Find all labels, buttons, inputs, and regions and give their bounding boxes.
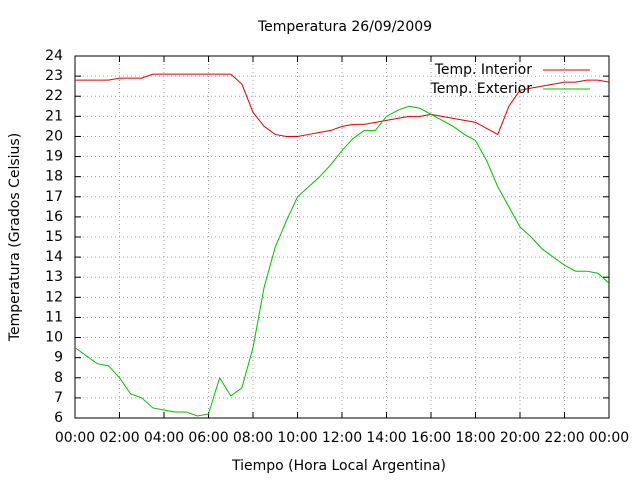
x-tick-label: 04:00 xyxy=(144,430,184,446)
y-tick-label: 15 xyxy=(45,229,63,245)
y-tick-label: 6 xyxy=(54,410,63,426)
y-tick-label: 19 xyxy=(45,149,63,165)
x-tick-label: 22:00 xyxy=(544,430,584,446)
x-tick-label: 00:00 xyxy=(55,430,95,446)
x-tick-label: 14:00 xyxy=(366,430,406,446)
x-tick-label: 00:00 xyxy=(589,430,629,446)
y-tick-label: 14 xyxy=(45,249,63,265)
y-tick-label: 8 xyxy=(54,370,63,386)
y-tick-label: 22 xyxy=(45,88,63,104)
y-tick-label: 7 xyxy=(54,390,63,406)
x-tick-label: 20:00 xyxy=(500,430,540,446)
x-tick-label: 08:00 xyxy=(233,430,273,446)
y-tick-label: 17 xyxy=(45,189,63,205)
plot-frame xyxy=(74,55,610,419)
y-tick-label: 20 xyxy=(45,128,63,144)
x-tick-label: 18:00 xyxy=(455,430,495,446)
x-tick-label: 06:00 xyxy=(188,430,228,446)
y-tick-label: 24 xyxy=(45,48,63,64)
x-axis-label: Tiempo (Hora Local Argentina) xyxy=(231,458,446,474)
x-tick-label: 02:00 xyxy=(99,430,139,446)
series-line xyxy=(75,73,610,137)
chart-title: Temperatura 26/09/2009 xyxy=(257,19,432,35)
y-tick-label: 13 xyxy=(45,269,63,285)
x-tick-label: 12:00 xyxy=(322,430,362,446)
y-tick-label: 18 xyxy=(45,169,63,185)
series-line xyxy=(74,105,610,417)
x-tick-label: 10:00 xyxy=(277,430,317,446)
y-axis-label: Temperatura (Grados Celsius) xyxy=(7,133,23,342)
y-tick-label: 23 xyxy=(45,68,63,84)
legend-label: Temp. Exterior xyxy=(430,81,533,97)
y-tick-label: 21 xyxy=(45,108,63,124)
y-tick-label: 16 xyxy=(45,209,63,225)
legend-label: Temp. Interior xyxy=(434,62,533,78)
y-tick-label: 11 xyxy=(45,309,63,325)
x-tick-label: 16:00 xyxy=(411,430,451,446)
y-tick-label: 12 xyxy=(45,289,63,305)
y-tick-label: 9 xyxy=(54,350,63,366)
y-tick-label: 10 xyxy=(45,330,63,346)
